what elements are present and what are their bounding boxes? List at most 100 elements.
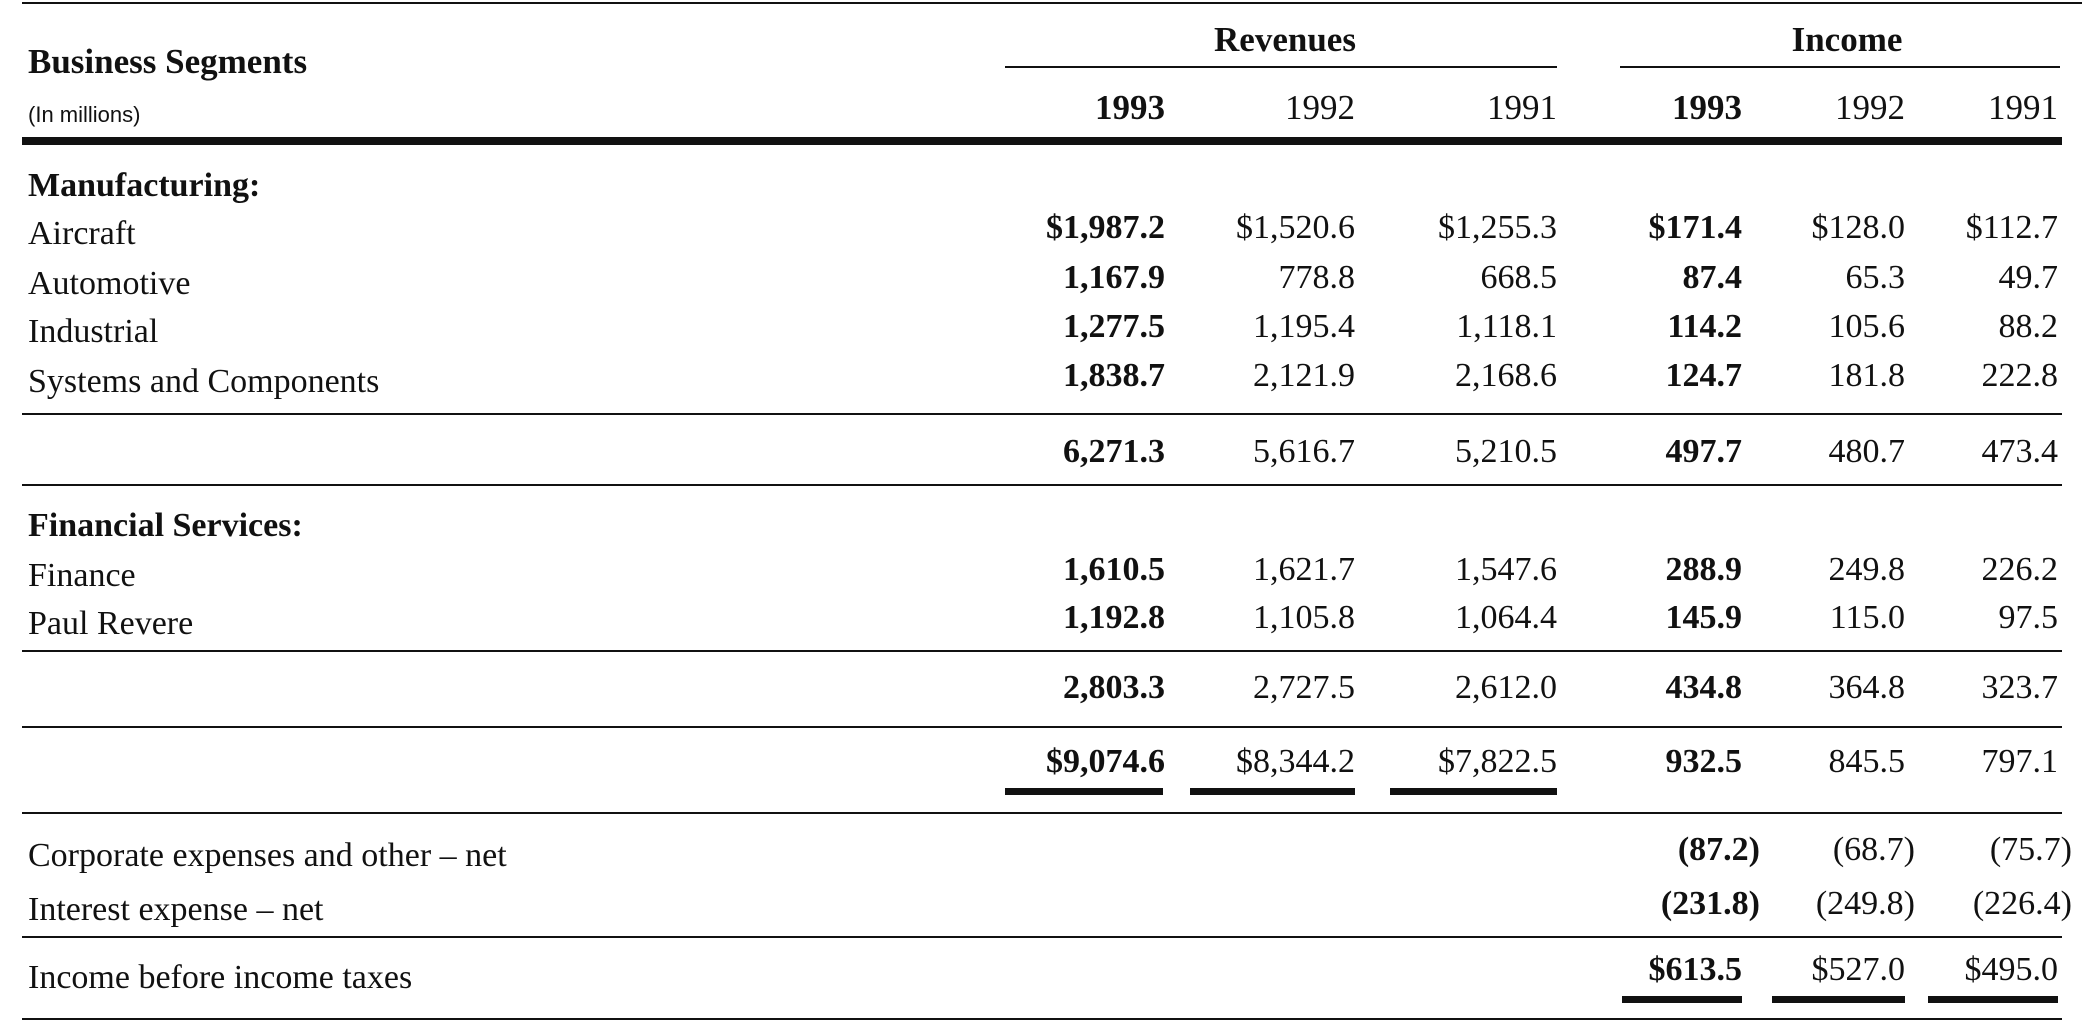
inc-1992: $128.0 <box>1811 209 1906 246</box>
rev-year-1991: 1991 <box>1487 88 1557 127</box>
inc-1991: 88.2 <box>1998 308 2059 345</box>
inc-1991: 323.7 <box>1981 669 2059 706</box>
pretax-rule <box>22 936 2062 938</box>
rev-1991: $1,255.3 <box>1438 209 1557 246</box>
inc-1993: $613.5 <box>1648 951 1743 988</box>
rev-1992: 2,121.9 <box>1253 357 1355 394</box>
rev-1993: 1,167.9 <box>1063 259 1165 296</box>
inc-year-1993: 1993 <box>1672 88 1742 127</box>
rev-1993: 6,271.3 <box>1063 433 1165 470</box>
inc-1991: 97.5 <box>1998 599 2059 636</box>
table-title: Business Segments <box>28 42 308 81</box>
rev-1991: 1,064.4 <box>1455 599 1557 636</box>
rev-1993: $1,987.2 <box>1046 209 1165 246</box>
subtotal-rule-manufacturing <box>22 413 2062 415</box>
row-label: Corporate expenses and other – net <box>28 837 507 874</box>
row-label: Income before income taxes <box>28 959 413 996</box>
rev-1991: 5,210.5 <box>1455 433 1557 470</box>
header-thick-rule <box>22 137 2062 145</box>
rev-year-1992: 1992 <box>1285 88 1355 127</box>
rev-1992: $1,520.6 <box>1236 209 1355 246</box>
rev-1992: 1,105.8 <box>1253 599 1355 636</box>
rev-1991: $7,822.5 <box>1438 743 1557 780</box>
inc-1991: (75.7) <box>1989 831 2072 868</box>
inc-1991: (226.4) <box>1972 885 2072 922</box>
rev-1992: 1,195.4 <box>1253 308 1355 345</box>
rev-1992: 778.8 <box>1278 259 1356 296</box>
rev-year-1993: 1993 <box>1095 88 1165 127</box>
rev-1993: 1,838.7 <box>1063 357 1165 394</box>
rev-1991: 1,118.1 <box>1456 308 1557 345</box>
inc-1992: 181.8 <box>1828 357 1906 394</box>
total-underline-rev-1992 <box>1190 788 1355 795</box>
inc-1992: 364.8 <box>1828 669 1906 706</box>
rev-1992: 5,616.7 <box>1253 433 1355 470</box>
inc-1992: (249.8) <box>1815 885 1915 922</box>
rev-1992: 1,621.7 <box>1253 551 1355 588</box>
inc-1991: $495.0 <box>1964 951 2059 988</box>
inc-year-1992: 1992 <box>1835 88 1905 127</box>
inc-1993: 114.2 <box>1667 308 1742 345</box>
revenues-header: Revenues <box>1214 20 1356 59</box>
inc-1993: 124.7 <box>1665 357 1743 394</box>
inc-1993: 932.5 <box>1665 743 1743 780</box>
rev-1993: 1,610.5 <box>1063 551 1165 588</box>
section-rule <box>22 484 2062 486</box>
inc-1993: 288.9 <box>1665 551 1743 588</box>
rev-1991: 1,547.6 <box>1455 551 1557 588</box>
rev-1991: 668.5 <box>1480 259 1558 296</box>
top-rule <box>22 2 2082 4</box>
units-note: (In millions) <box>28 102 141 127</box>
inc-1992: 249.8 <box>1828 551 1906 588</box>
rev-1993: 2,803.3 <box>1063 669 1165 706</box>
inc-year-1991: 1991 <box>1988 88 2058 127</box>
section-heading-financial-services: Financial Services: <box>28 507 303 544</box>
adjustments-rule <box>22 812 2062 814</box>
inc-1993: 145.9 <box>1665 599 1743 636</box>
inc-1991: 226.2 <box>1981 551 2059 588</box>
rev-1993: $9,074.6 <box>1046 743 1165 780</box>
revenues-header-rule <box>1005 66 1557 68</box>
inc-1992: 65.3 <box>1845 259 1906 296</box>
rev-1991: 2,168.6 <box>1455 357 1557 394</box>
row-label: Systems and Components <box>28 363 380 400</box>
rev-1993: 1,277.5 <box>1063 308 1165 345</box>
inc-1993: 497.7 <box>1665 433 1743 470</box>
inc-1992: 105.6 <box>1828 308 1906 345</box>
row-label: Interest expense – net <box>28 891 324 928</box>
inc-1991: 49.7 <box>1998 259 2059 296</box>
inc-1993: $171.4 <box>1648 209 1743 246</box>
row-label: Paul Revere <box>28 605 194 642</box>
total-rule <box>22 726 2062 728</box>
rev-1992: $8,344.2 <box>1236 743 1355 780</box>
section-heading-manufacturing: Manufacturing: <box>28 167 261 204</box>
row-label: Industrial <box>28 313 159 350</box>
inc-1992: $527.0 <box>1811 951 1906 988</box>
pretax-underline-1992 <box>1772 996 1905 1003</box>
inc-1992: 115.0 <box>1829 599 1905 636</box>
inc-1993: (87.2) <box>1677 831 1760 868</box>
rev-1992: 2,727.5 <box>1253 669 1355 706</box>
total-underline-rev-1993 <box>1005 788 1163 795</box>
inc-1992: 480.7 <box>1828 433 1906 470</box>
inc-1993: (231.8) <box>1660 885 1760 922</box>
inc-1993: 87.4 <box>1682 259 1743 296</box>
inc-1992: 845.5 <box>1828 743 1906 780</box>
income-header: Income <box>1791 20 1903 59</box>
row-label: Finance <box>28 557 136 594</box>
inc-1991: 797.1 <box>1981 743 2059 780</box>
rev-1991: 2,612.0 <box>1455 669 1557 706</box>
inc-1991: $112.7 <box>1965 209 2058 246</box>
inc-1992: (68.7) <box>1832 831 1915 868</box>
total-underline-rev-1991 <box>1390 788 1557 795</box>
bottom-rule <box>22 1018 2062 1020</box>
inc-1991: 222.8 <box>1981 357 2059 394</box>
row-label: Aircraft <box>28 215 136 252</box>
pretax-underline-1991 <box>1928 996 2058 1003</box>
inc-1993: 434.8 <box>1665 669 1743 706</box>
inc-1991: 473.4 <box>1981 433 2059 470</box>
subtotal-rule-financial-services <box>22 650 2062 652</box>
rev-1993: 1,192.8 <box>1063 599 1165 636</box>
row-label: Automotive <box>28 265 191 302</box>
